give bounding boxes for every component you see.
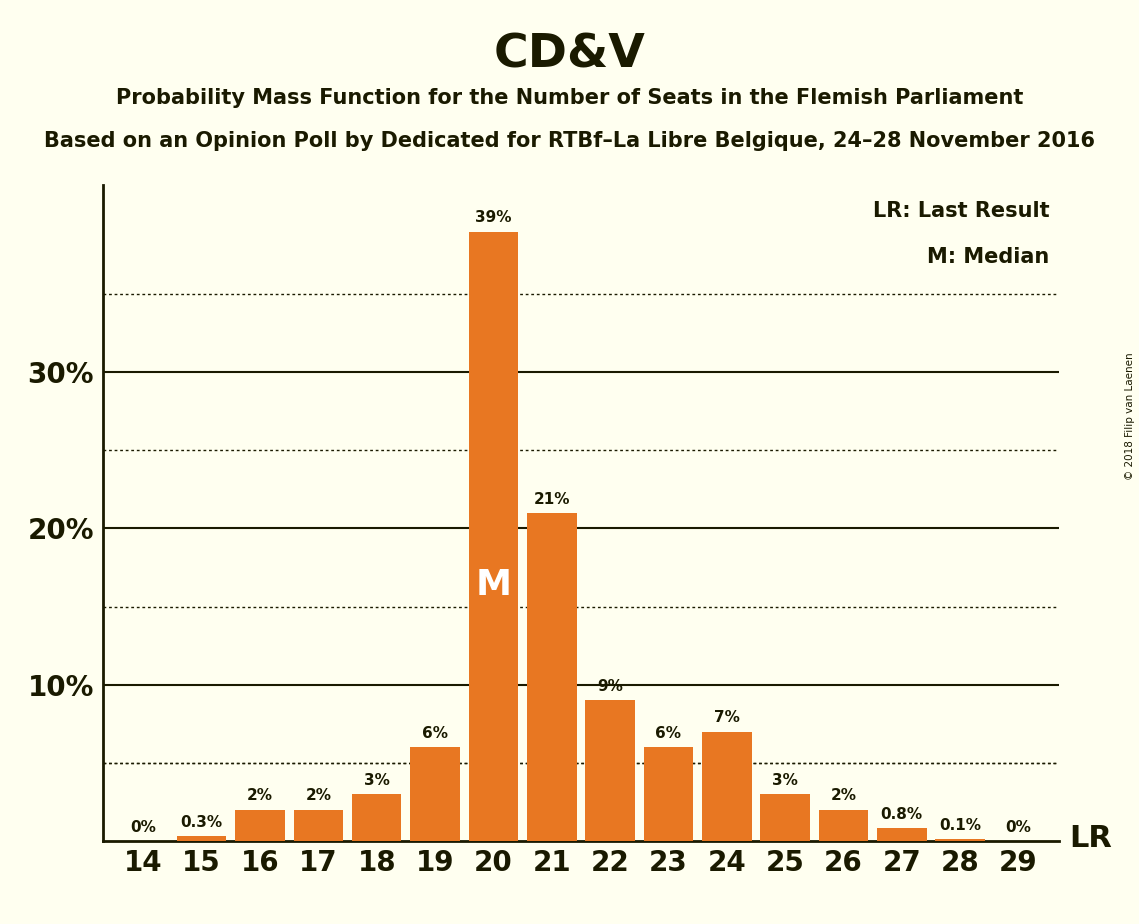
Bar: [819, 809, 868, 841]
Bar: [352, 794, 401, 841]
Text: 0%: 0%: [130, 820, 156, 834]
Text: 21%: 21%: [533, 492, 570, 506]
Text: 2%: 2%: [247, 788, 273, 803]
Text: 6%: 6%: [423, 726, 448, 741]
Text: 9%: 9%: [597, 679, 623, 694]
Text: 0.3%: 0.3%: [181, 815, 223, 830]
Bar: [702, 732, 752, 841]
Bar: [177, 836, 227, 841]
Text: 7%: 7%: [714, 711, 739, 725]
Text: 0.1%: 0.1%: [939, 818, 981, 833]
Text: 39%: 39%: [475, 211, 511, 225]
Bar: [294, 809, 343, 841]
Bar: [935, 839, 985, 841]
Text: 3%: 3%: [363, 772, 390, 788]
Bar: [644, 748, 694, 841]
Text: 2%: 2%: [830, 788, 857, 803]
Bar: [585, 700, 634, 841]
Text: 0.8%: 0.8%: [880, 807, 923, 822]
Bar: [236, 809, 285, 841]
Text: LR: Last Result: LR: Last Result: [874, 201, 1050, 221]
Text: M: M: [475, 568, 511, 602]
Bar: [468, 232, 518, 841]
Text: © 2018 Filip van Laenen: © 2018 Filip van Laenen: [1125, 352, 1134, 480]
Text: LR: LR: [1068, 824, 1112, 854]
Text: CD&V: CD&V: [493, 32, 646, 78]
Text: Probability Mass Function for the Number of Seats in the Flemish Parliament: Probability Mass Function for the Number…: [116, 88, 1023, 108]
Text: 6%: 6%: [655, 726, 681, 741]
Bar: [877, 828, 926, 841]
Text: Based on an Opinion Poll by Dedicated for RTBf–La Libre Belgique, 24–28 November: Based on an Opinion Poll by Dedicated fo…: [44, 131, 1095, 152]
Bar: [410, 748, 460, 841]
Bar: [527, 513, 576, 841]
Text: M: Median: M: Median: [927, 247, 1050, 267]
Text: 0%: 0%: [1006, 820, 1032, 834]
Bar: [760, 794, 810, 841]
Text: 2%: 2%: [305, 788, 331, 803]
Text: 3%: 3%: [772, 772, 798, 788]
